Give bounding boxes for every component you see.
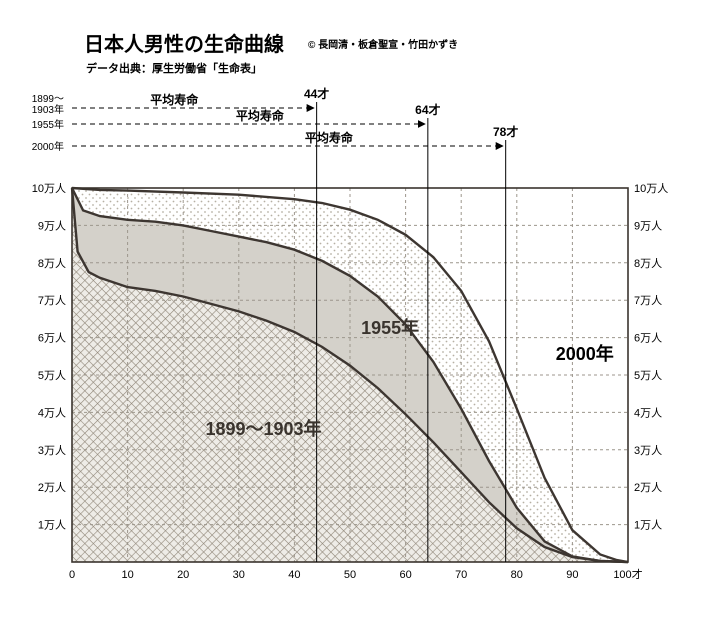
ytick-left: 3万人 [38,444,66,457]
ytick-left: 2万人 [38,481,66,494]
xtick: 70 [455,569,467,581]
age-callout: 44才 [304,86,329,101]
ytick-left: 8万人 [38,257,66,270]
ytick-left: 10万人 [32,182,66,195]
ytick-left: 7万人 [38,294,66,307]
life-curve-chart: 0 10 20 30 40 50 60 70 80 90 100才 1万人 1万人 2万人 2万人 3万人 3万… [0,0,701,618]
ytick-left: 5万人 [38,369,66,382]
ytick-right: 9万人 [634,219,662,232]
year-arrow-label: 1903年 [32,103,64,116]
lifespan-text: 平均寿命 [305,130,354,145]
lifespan-text: 平均寿命 [236,108,285,123]
xtick: 40 [288,569,300,581]
age-callout: 78才 [493,124,518,139]
series-label: 2000年 [556,343,614,364]
xtick: 80 [511,569,523,581]
ytick-right: 5万人 [634,369,662,382]
ytick-right: 6万人 [634,332,662,345]
ytick-left: 4万人 [38,406,66,419]
xtick: 100才 [613,567,642,581]
ytick-left: 9万人 [38,219,66,232]
ytick-right: 10万人 [634,182,668,195]
xtick: 20 [177,569,189,581]
ytick-right: 4万人 [634,406,662,419]
series-label: 1899～1903年 [205,418,321,439]
xtick: 90 [566,569,578,581]
ytick-right: 7万人 [634,294,662,307]
series-label: 1955年 [361,317,419,338]
ytick-right: 8万人 [634,257,662,270]
year-arrow-label: 1899～ [32,94,64,105]
year-arrow-label: 2000年 [32,140,64,153]
xtick: 0 [69,569,75,581]
xtick: 50 [344,569,356,581]
year-arrow-label: 1955年 [32,118,64,131]
lifespan-text: 平均寿命 [150,92,199,107]
ytick-right: 1万人 [634,519,662,532]
xtick: 10 [121,569,133,581]
ytick-left: 1万人 [38,519,66,532]
xtick: 60 [399,569,411,581]
ytick-right: 2万人 [634,481,662,494]
age-callout: 64才 [415,102,440,117]
ytick-left: 6万人 [38,332,66,345]
xtick: 30 [233,569,245,581]
ytick-right: 3万人 [634,444,662,457]
